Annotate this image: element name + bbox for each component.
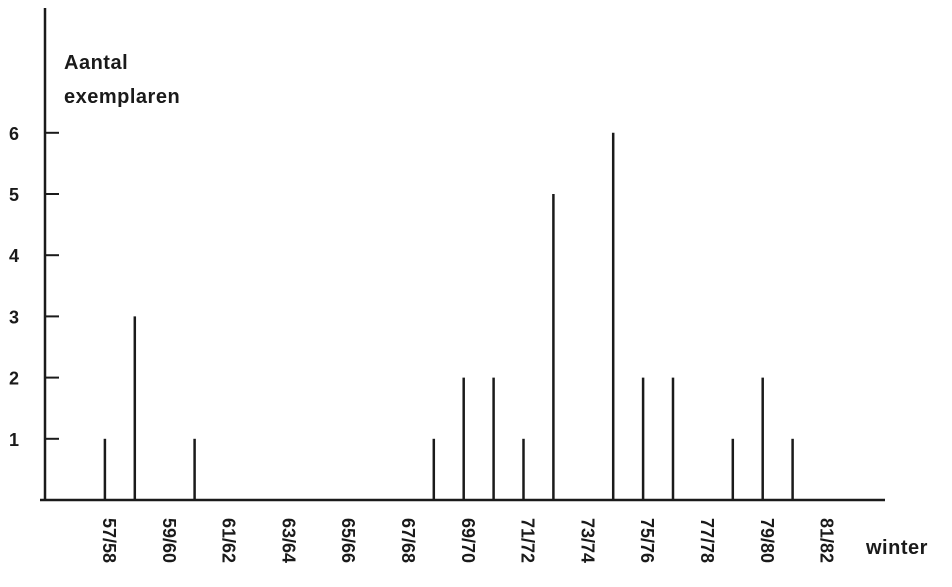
y-tick-label-1: 1 <box>9 430 19 450</box>
x-tick-label-63-64: 63/64 <box>278 518 298 563</box>
x-tick-label-71-72: 71/72 <box>518 518 538 563</box>
x-tick-label-79-80: 79/80 <box>757 518 777 563</box>
x-tick-label-69-70: 69/70 <box>458 518 478 563</box>
y-tick-label-5: 5 <box>9 185 19 205</box>
x-tick-label-59-60: 59/60 <box>159 518 179 563</box>
y-tick-label-2: 2 <box>9 369 19 389</box>
x-tick-label-73-74: 73/74 <box>577 518 597 563</box>
y-tick-label-4: 4 <box>9 246 19 266</box>
x-axis-title: winter <box>866 537 928 559</box>
y-tick-label-6: 6 <box>9 124 19 144</box>
x-tick-label-65-66: 65/66 <box>338 518 358 563</box>
x-tick-label-57-58: 57/58 <box>99 518 119 563</box>
x-tick-label-77-78: 77/78 <box>697 518 717 563</box>
x-tick-label-81-82: 81/82 <box>817 518 837 563</box>
x-tick-label-61-62: 61/62 <box>219 518 239 563</box>
x-tick-label-67-68: 67/68 <box>398 518 418 563</box>
x-tick-label-75-76: 75/76 <box>637 518 657 563</box>
y-tick-label-3: 3 <box>9 307 19 327</box>
y-axis-title-line-2: exemplaren <box>64 86 181 108</box>
y-axis-title-line-1: Aantal <box>64 52 129 74</box>
